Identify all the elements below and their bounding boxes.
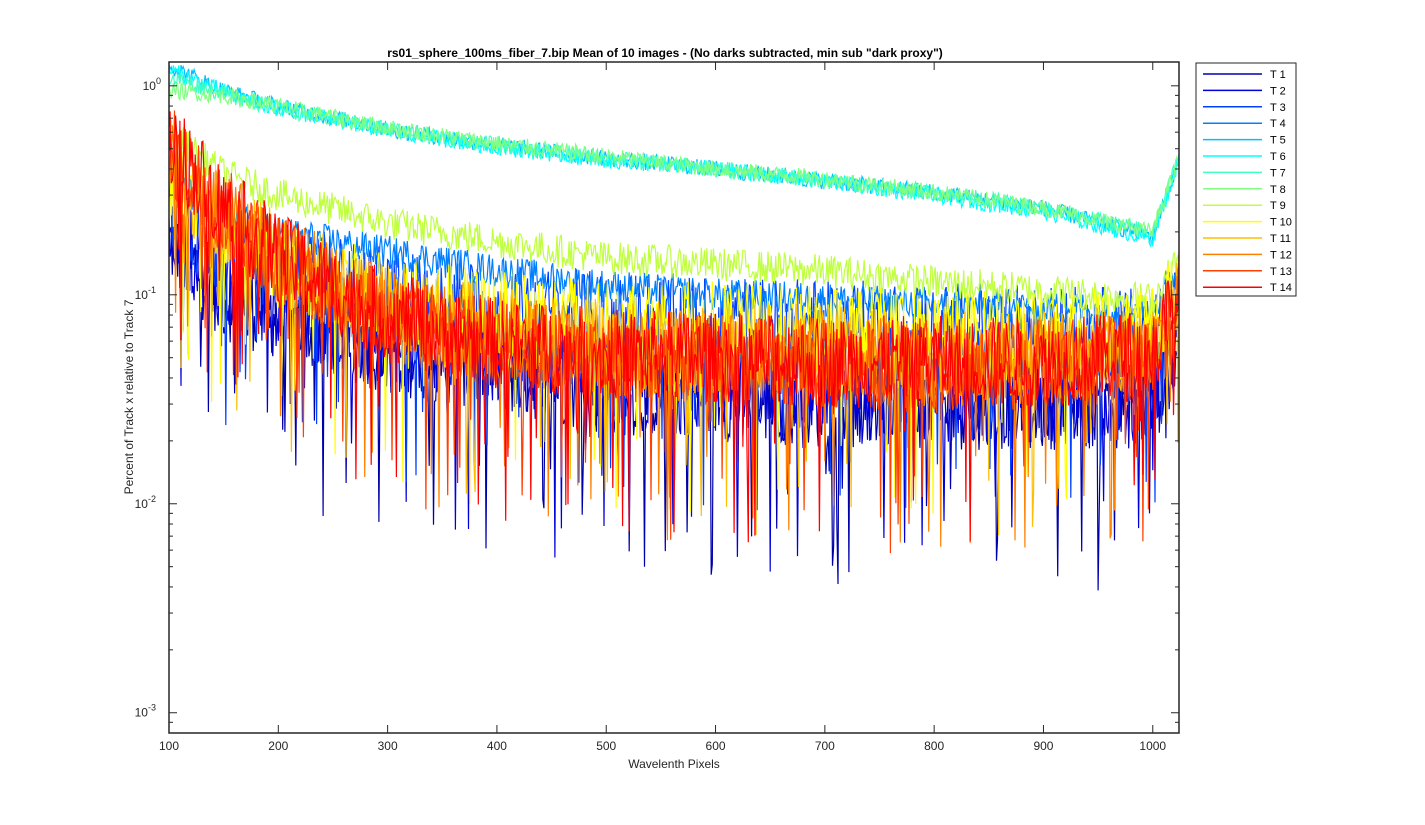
- legend-label-8: T 8: [1270, 184, 1286, 196]
- legend-label-1: T 1: [1270, 69, 1286, 81]
- x-tick-label: 400: [487, 739, 507, 753]
- y-axis-title: Percent of Track x relative to Track 7: [122, 299, 136, 494]
- chart-title: rs01_sphere_100ms_fiber_7.bip Mean of 10…: [387, 46, 943, 60]
- legend-label-14: T 14: [1270, 282, 1292, 294]
- series-layer: [169, 64, 1179, 591]
- x-tick-label: 300: [378, 739, 398, 753]
- y-tick-label: 10-3: [135, 703, 156, 720]
- legend: T 1 T 2 T 3 T 4 T 5 T 6 T 7 T 8 T 9 T 10 T 11 T 12 T…: [1195, 62, 1297, 297]
- legend-box: [1195, 62, 1297, 297]
- x-tick-label: 500: [596, 739, 616, 753]
- legend-label-13: T 13: [1270, 266, 1292, 278]
- x-tick-label: 600: [706, 739, 726, 753]
- x-tick-label: 200: [268, 739, 288, 753]
- series-line-4: [169, 171, 1179, 327]
- series-line-8: [169, 82, 1179, 239]
- series-line-14: [169, 111, 1179, 543]
- series-line-7: [169, 72, 1179, 237]
- legend-label-2: T 2: [1270, 85, 1286, 97]
- x-tick-label: 700: [815, 739, 835, 753]
- legend-label-3: T 3: [1270, 102, 1286, 114]
- y-tick-label: 100: [143, 76, 161, 93]
- series-line-11: [169, 149, 1179, 536]
- legend-items: T 1 T 2 T 3 T 4 T 5 T 6 T 7 T 8 T 9 T 10 T 11 T 12 T…: [1203, 69, 1292, 294]
- y-tick-label: 10-1: [135, 285, 156, 302]
- legend-label-11: T 11: [1270, 233, 1291, 245]
- x-tick-label: 1000: [1139, 739, 1166, 753]
- legend-label-9: T 9: [1270, 200, 1286, 212]
- legend-label-6: T 6: [1270, 151, 1286, 163]
- legend-label-4: T 4: [1270, 118, 1286, 130]
- legend-label-5: T 5: [1270, 135, 1286, 147]
- legend-label-12: T 12: [1270, 249, 1292, 261]
- x-tick-label: 900: [1033, 739, 1053, 753]
- tick-layer: 100 200 300 400 500 600 700 800 900 1000 10-3 10-2 1…: [135, 62, 1179, 753]
- y-tick-label: 10-2: [135, 494, 156, 511]
- x-axis-title: Wavelenth Pixels: [628, 757, 720, 771]
- x-tick-label: 800: [924, 739, 944, 753]
- axes-frame: [168, 61, 1180, 734]
- legend-label-10: T 10: [1270, 217, 1292, 229]
- legend-label-7: T 7: [1270, 167, 1286, 179]
- x-tick-label: 100: [159, 739, 179, 753]
- series-line-9: [169, 119, 1179, 318]
